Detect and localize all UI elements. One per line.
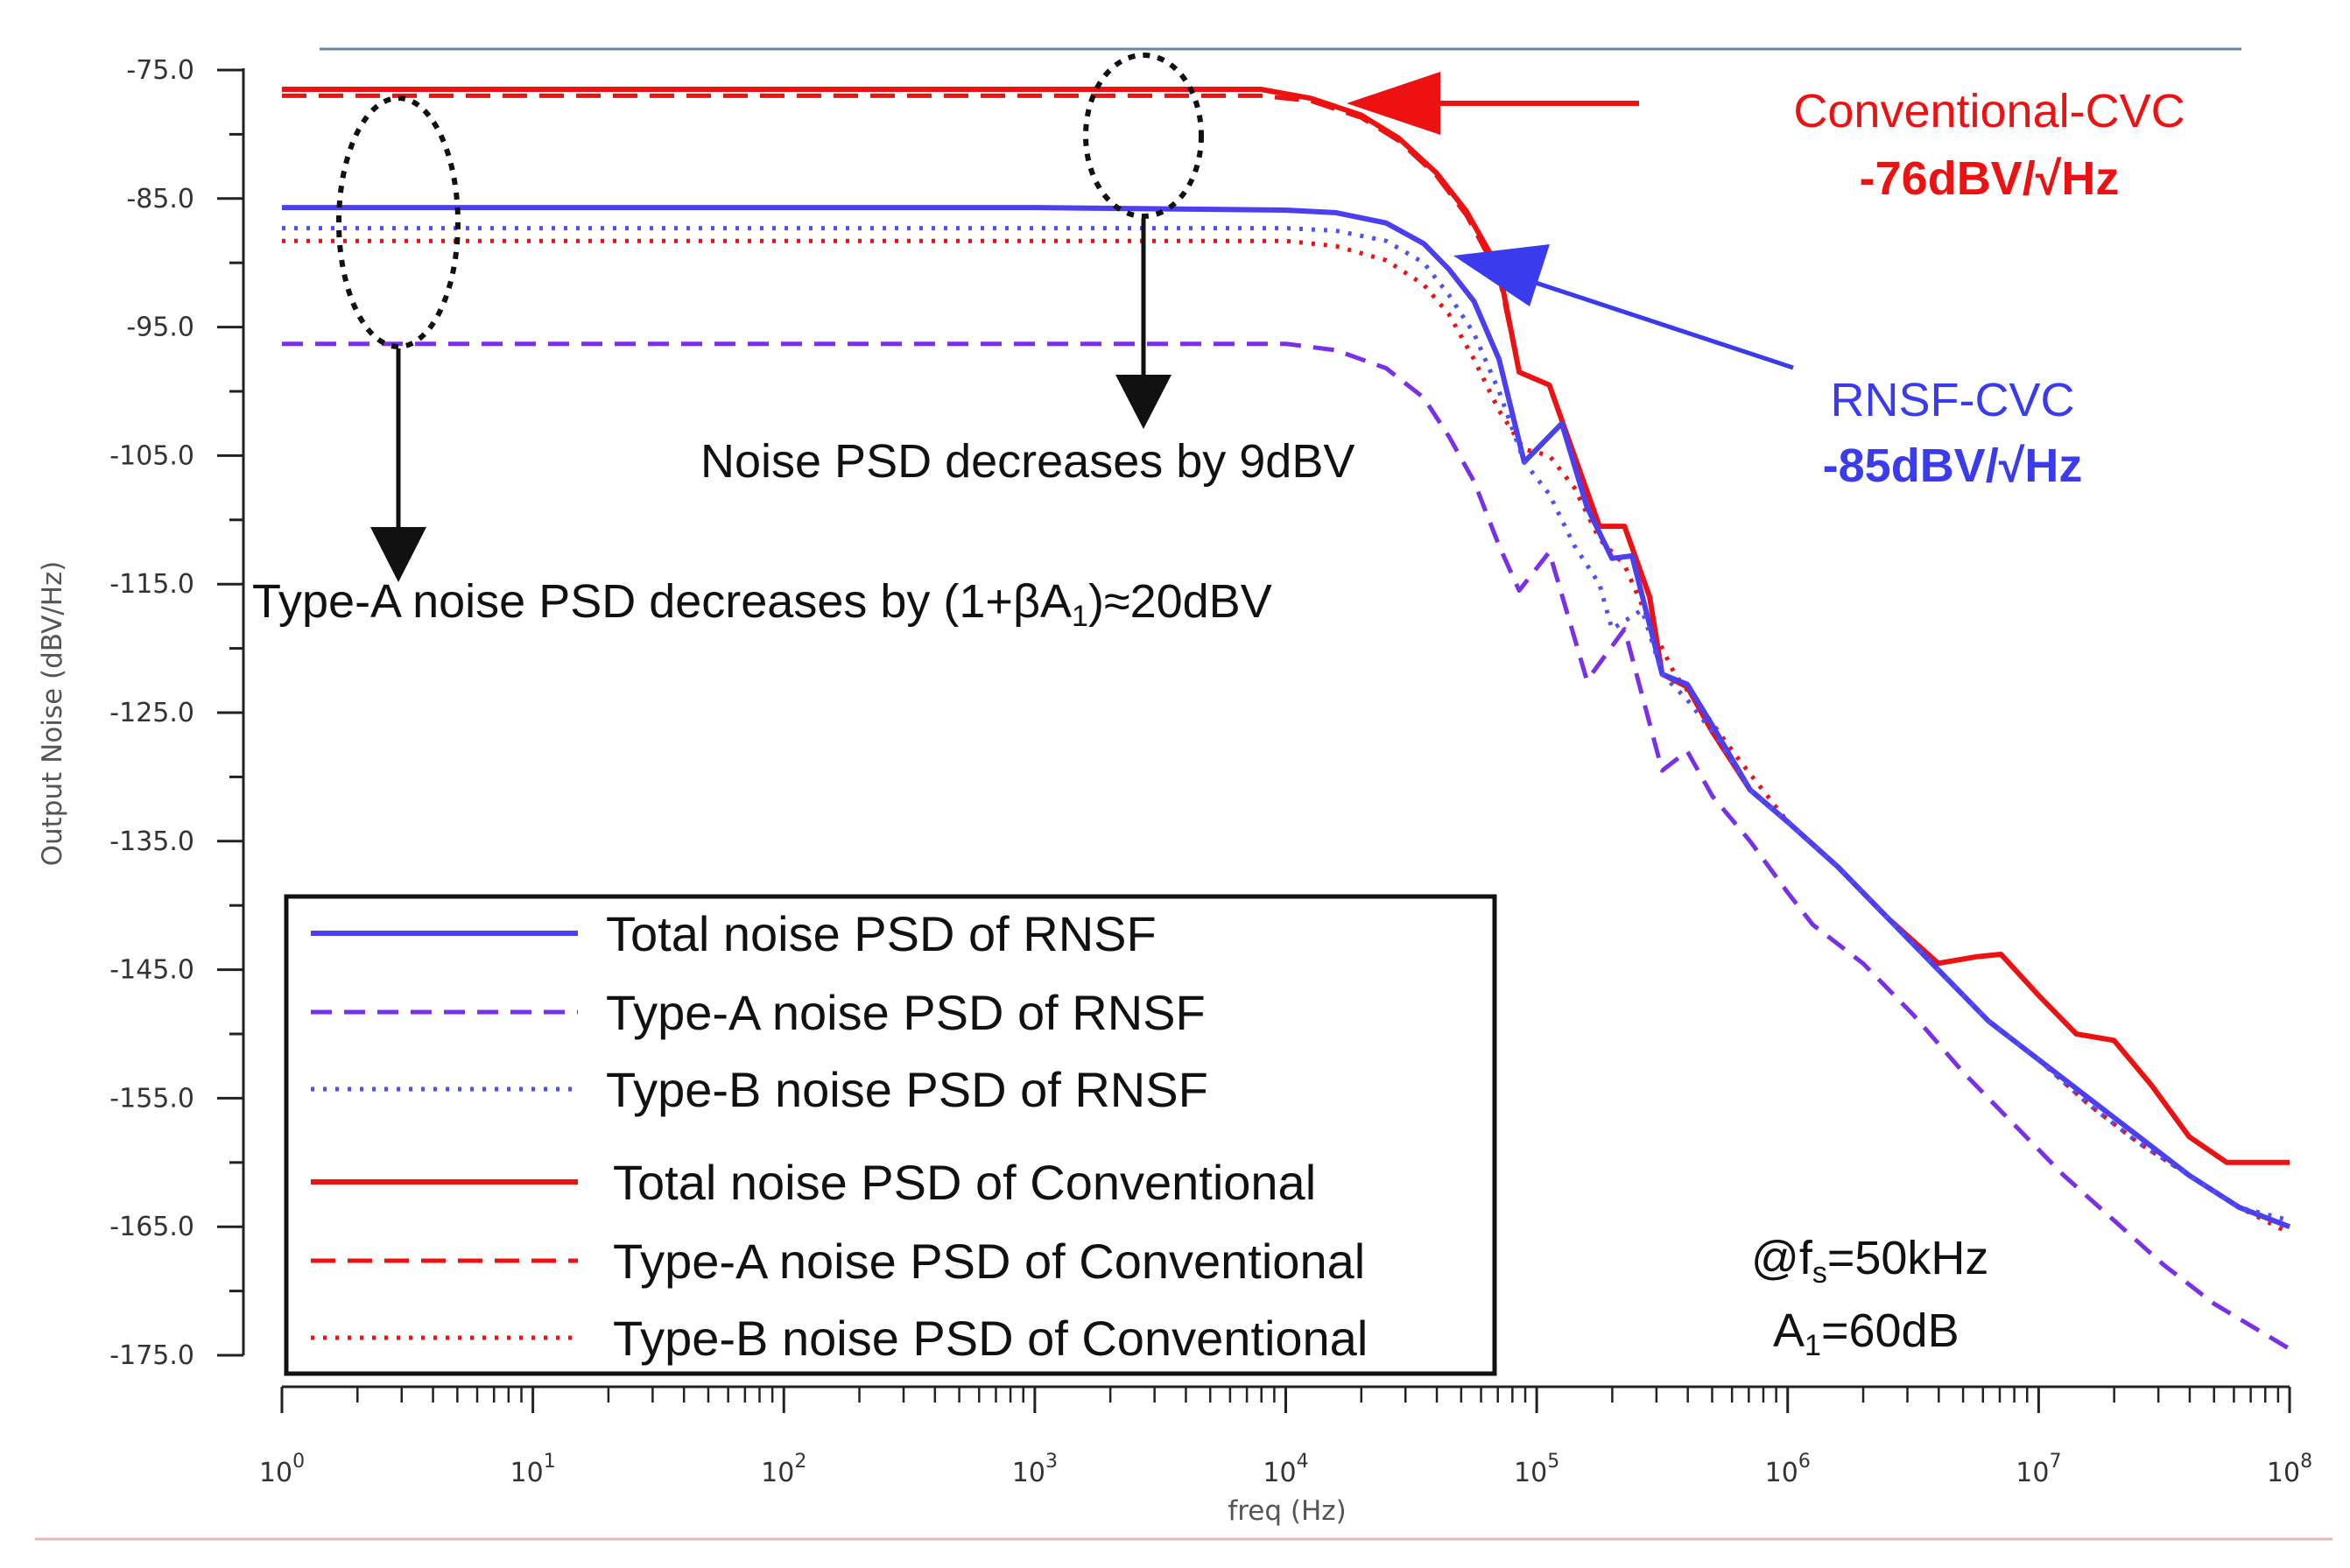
anno-fs: @fs=50kHz [1751, 1232, 1988, 1290]
series-line-5 [282, 238, 2291, 1235]
y-tick-label: -105.0 [109, 440, 194, 471]
y-tick-label: -175.0 [109, 1340, 194, 1371]
legend-label: Total noise PSD of Conventional [613, 1155, 1316, 1210]
y-ticks: -75.0 -85.0 -95.0 -105.0 -115.0 -125.0 -135.0 -… [109, 55, 243, 1371]
anno-conventional-value: -76dBV/√Hz [1860, 152, 2120, 205]
legend-items: Total noise PSD of RNSF Type-A noise PSD … [311, 906, 1368, 1366]
legend-label: Total noise PSD of RNSF [606, 906, 1157, 961]
x-tick-label: 104 [1263, 1451, 1308, 1488]
y-tick-label: -115.0 [109, 569, 194, 600]
arrow-rnsf [1453, 244, 1794, 370]
y-tick-label: -95.0 [126, 313, 194, 343]
y-tick-label: -85.0 [126, 184, 194, 214]
y-tick-label: -155.0 [109, 1083, 194, 1114]
ellipse-total [1083, 53, 1204, 219]
series-line-2 [282, 226, 2290, 1223]
x-tick-label: 102 [761, 1451, 806, 1488]
x-ticks: 100 101 102 103 104 105 106 107 108 [259, 1387, 2312, 1488]
y-axis-title: Output Noise (dBV/Hz) [37, 561, 68, 867]
x-tick-label: 103 [1012, 1451, 1058, 1488]
y-tick-label: -75.0 [126, 55, 194, 86]
y-tick-label: -165.0 [109, 1212, 194, 1242]
anno-conventional-title: Conventional-CVC [1793, 85, 2185, 137]
series-line-1 [282, 341, 2291, 1351]
arrow-type-a-decrease [370, 348, 426, 582]
x-axis: 100 101 102 103 104 105 106 107 108 freq (Hz) [259, 1385, 2312, 1527]
legend-label: Type-B noise PSD of RNSF [606, 1062, 1208, 1117]
series-group [282, 87, 2291, 1351]
anno-decrease-20: Type-A noise PSD decreases by (1+βA1)≈20… [252, 575, 1272, 633]
anno-rnsf-title: RNSF-CVC [1831, 374, 2075, 426]
y-tick-label: -145.0 [109, 955, 194, 986]
x-tick-label: 100 [259, 1451, 305, 1488]
arrow-total-decrease [1115, 219, 1171, 429]
x-tick-label: 105 [1514, 1451, 1559, 1488]
legend-box [284, 894, 1497, 1376]
anno-decrease-9: Noise PSD decreases by 9dBV [700, 435, 1354, 488]
legend-label: Type-A noise PSD of RNSF [606, 985, 1206, 1040]
x-tick-label: 107 [2016, 1451, 2061, 1488]
x-tick-label: 108 [2267, 1451, 2312, 1488]
legend: Total noise PSD of RNSF Type-A noise PSD … [284, 894, 1497, 1376]
y-axis: -75.0 -85.0 -95.0 -105.0 -115.0 -125.0 -135.0 -… [37, 55, 245, 1371]
arrow-conventional [1347, 72, 1639, 135]
y-tick-label: -125.0 [109, 698, 194, 728]
ellipse-type-a [336, 95, 461, 349]
anno-rnsf-value: -85dBV/√Hz [1823, 439, 2083, 492]
x-tick-label: 106 [1765, 1451, 1811, 1488]
x-tick-label: 101 [510, 1451, 556, 1488]
legend-label: Type-A noise PSD of Conventional [613, 1234, 1365, 1289]
x-axis-title: freq (Hz) [1228, 1495, 1346, 1527]
anno-a1: A1=60dB [1773, 1304, 1960, 1362]
legend-label: Type-B noise PSD of Conventional [613, 1311, 1368, 1366]
y-tick-label: -135.0 [109, 826, 194, 857]
